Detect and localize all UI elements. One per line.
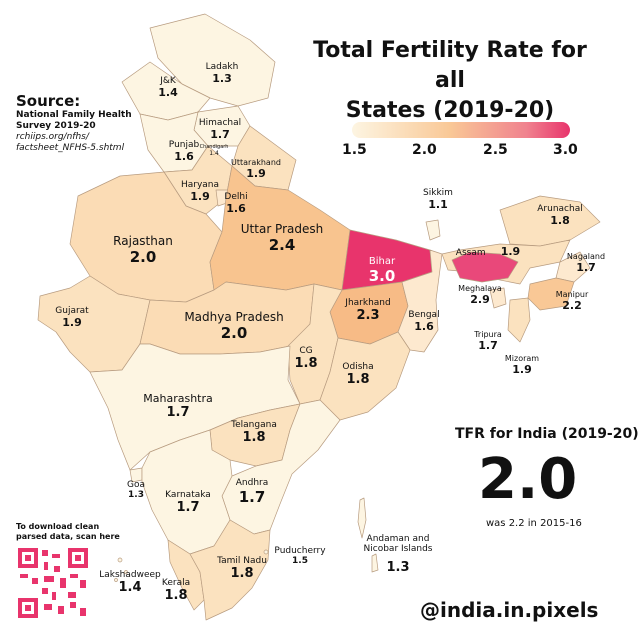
label-maharashtra: Maharashtra 1.7 (143, 392, 213, 420)
label-puducherry: Puducherry 1.5 (274, 546, 326, 566)
state-tamilnadu (189, 519, 271, 621)
label-kerala: Kerala 1.8 (161, 578, 191, 603)
label-uttarakhand: Uttarakhand 1.9 (231, 158, 281, 180)
label-assam: Assam 1.9 (455, 245, 521, 258)
state-tripura (489, 287, 507, 309)
legend-color-bar (352, 122, 570, 138)
state-bengal (397, 249, 443, 353)
label-sikkim: Sikkim 1.1 (423, 188, 453, 211)
label-telangana: Telangana 1.8 (231, 420, 277, 445)
legend-tick-2-0: 2.0 (412, 142, 437, 158)
source-line-3: rchiips.org/nfhs/ (16, 132, 89, 142)
label-jharkhand: Jharkhand 2.3 (345, 298, 391, 323)
label-andaman: Andaman and Nicobar Islands 1.3 (363, 534, 433, 575)
label-delhi: Delhi 1.6 (224, 192, 248, 215)
download-line-1: To download clean (16, 522, 100, 531)
title-line-1: Total Fertility Rate for all (313, 38, 587, 93)
label-bengal: Bengal 1.6 (408, 310, 440, 333)
label-ladakh: Ladakh 1.3 (205, 62, 239, 85)
legend-tick-3-0: 3.0 (553, 142, 578, 158)
label-andhra: Andhra 1.7 (235, 478, 269, 506)
state-lakshadweep (117, 557, 123, 563)
label-arunachal: Arunachal 1.8 (537, 204, 583, 227)
label-goa: Goa 1.3 (127, 480, 145, 500)
label-mizoram: Mizoram 1.9 (504, 354, 540, 376)
map-title: Total Fertility Rate for all States (201… (300, 36, 600, 126)
label-himachal: Himachal 1.7 (198, 118, 242, 141)
state-meghalaya (451, 251, 519, 283)
label-bihar: Bihar 3.0 (368, 256, 396, 285)
state-sikkim (425, 219, 441, 241)
download-line-2: parsed data, scan here (16, 532, 120, 541)
india-tfr-note: was 2.2 in 2015-16 (486, 518, 582, 529)
india-tfr-heading: TFR for India (2019-20) (455, 426, 639, 442)
label-punjab: Punjab 1.6 (168, 140, 200, 163)
legend-tick-2-5: 2.5 (483, 142, 508, 158)
label-mp: Madhya Pradesh 2.0 (184, 310, 284, 342)
label-meghalaya: Meghalaya 2.9 (458, 284, 502, 306)
label-tamilnadu: Tamil Nadu 1.8 (217, 556, 267, 581)
author-handle: @india.in.pixels (420, 598, 599, 622)
label-haryana: Haryana 1.9 (180, 180, 220, 203)
label-lakshadweep: Lakshadweep 1.4 (99, 570, 161, 595)
state-nagaland (555, 251, 591, 283)
state-andaman (357, 497, 367, 539)
title-line-2: States (2019-20) (345, 98, 555, 123)
label-tripura: Tripura 1.7 (474, 330, 502, 352)
source-line-4: factsheet_NFHS-5.shtml (16, 143, 125, 153)
state-odisha (319, 331, 411, 421)
label-chandigarh: Chandigarh 1.4 (199, 144, 229, 157)
state-puducherry (263, 549, 269, 555)
label-nagaland: Nagaland 1.7 (566, 252, 606, 274)
download-note: To download clean parsed data, scan here (16, 522, 126, 542)
label-karnataka: Karnataka 1.7 (165, 490, 211, 515)
label-up: Uttar Pradesh 2.4 (240, 222, 324, 254)
label-rajasthan: Rajasthan 2.0 (113, 234, 173, 266)
label-gujarat: Gujarat 1.9 (55, 306, 89, 329)
source-line-2: Survey 2019-20 (16, 121, 96, 131)
state-ladakh (149, 13, 276, 107)
india-tfr-value: 2.0 (478, 447, 578, 512)
label-odisha: Odisha 1.8 (342, 362, 374, 387)
state-arunachal (499, 195, 601, 247)
state-mizoram (507, 297, 531, 343)
source-heading: Source: (16, 92, 81, 110)
qr-code-icon[interactable] (18, 548, 88, 618)
legend-tick-1-5: 1.5 (342, 142, 367, 158)
label-manipur: Manipur 2.2 (555, 290, 589, 312)
label-cg: CG 1.8 (294, 346, 318, 371)
label-jk: J&K 1.4 (158, 76, 178, 99)
source-line-1: National Family Health (16, 110, 132, 120)
